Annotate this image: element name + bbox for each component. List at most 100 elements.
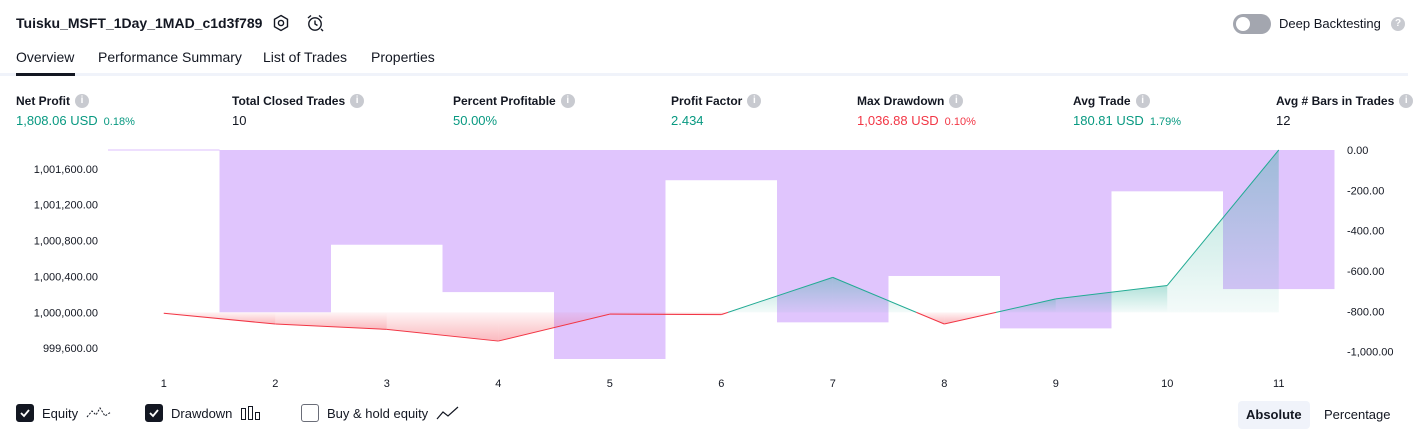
metric-value: 12	[1276, 113, 1291, 128]
metric-percent: 0.18%	[103, 116, 135, 128]
tab-properties[interactable]: Properties	[371, 49, 435, 65]
absolute-mode-button[interactable]: Absolute	[1238, 401, 1310, 429]
drawdown-bar	[442, 150, 554, 293]
tab-list-of-trades[interactable]: List of Trades	[263, 49, 348, 65]
right-axis-tick-label: -800.00	[1347, 306, 1384, 318]
equity-line-segment	[498, 313, 610, 342]
info-icon[interactable]: i	[560, 94, 575, 108]
checkbox-checked[interactable]	[16, 404, 34, 422]
info-icon[interactable]: i	[1399, 94, 1414, 108]
left-axis-tick-label: 1,000,800.00	[34, 236, 98, 248]
x-axis-tick-label: 1	[161, 378, 167, 390]
metric-avg-bars-in-trades: Avg # Bars in Trades i 12	[1276, 94, 1414, 128]
equity-line-segment	[916, 311, 945, 325]
info-icon[interactable]: i	[350, 94, 365, 108]
tab-overview[interactable]: Overview	[16, 49, 75, 65]
x-axis-tick-label: 9	[1053, 378, 1059, 390]
equity-line-segment	[275, 323, 387, 330]
equity-area	[1167, 150, 1279, 313]
equity-chart-svg: 1,001,600.00 1,001,200.00 1,000,800.00 1,00…	[34, 145, 1394, 390]
metric-avg-trade: Avg Trade i 180.81 USD 1.79%	[1073, 94, 1181, 128]
tabs-divider	[0, 73, 1408, 76]
right-axis-tick-label: 0.00	[1347, 145, 1368, 157]
metric-value: 180.81 USD	[1073, 113, 1144, 128]
metric-value: 2.434	[671, 113, 704, 128]
tab-performance-summary[interactable]: Performance Summary	[98, 49, 242, 65]
x-axis-tick-label: 10	[1161, 378, 1173, 390]
metric-value: 50.00%	[453, 113, 498, 128]
info-icon[interactable]: i	[75, 94, 89, 108]
drawdown-bar	[665, 150, 777, 181]
equity-line-segment	[995, 298, 1056, 313]
left-axis-tick-label: 1,001,200.00	[34, 200, 98, 212]
drawdown-bar	[1111, 150, 1223, 192]
metric-label: Avg # Bars in Trades	[1276, 94, 1395, 108]
deep-backtesting-toggle[interactable]	[1233, 14, 1271, 34]
equity-line-segment	[386, 328, 499, 342]
checkbox-unchecked[interactable]	[301, 404, 319, 422]
percentage-mode-button[interactable]: Percentage	[1324, 407, 1391, 422]
legend-label: Drawdown	[171, 405, 233, 421]
drawdown-toggle[interactable]: Drawdown	[145, 404, 262, 422]
x-axis-tick-label: 5	[607, 378, 613, 390]
metric-percent: 0.10%	[944, 116, 976, 128]
alarm-clock-icon[interactable]	[304, 12, 326, 34]
equity-line-segment	[727, 276, 833, 313]
left-axis-tick-label: 999,600.00	[43, 343, 98, 355]
metric-label: Percent Profitable	[453, 94, 556, 108]
right-axis-tick-label: -600.00	[1347, 266, 1384, 278]
legend-label: Equity	[42, 405, 79, 421]
drawdown-bar	[888, 150, 1000, 276]
metric-profit-factor: Profit Factor i 2.434	[671, 94, 762, 128]
metric-percent-profitable: Percent Profitable i 50.00%	[453, 94, 575, 128]
strategy-title: Tuisku_MSFT_1Day_1MAD_c1d3f789	[16, 15, 263, 31]
equity-toggle[interactable]: Equity	[16, 404, 112, 422]
report-header: Tuisku_MSFT_1Day_1MAD_c1d3f789 Deep Back…	[0, 0, 1424, 46]
metric-label: Net Profit	[16, 94, 70, 108]
x-axis-tick-label: 6	[718, 378, 724, 390]
metric-label: Total Closed Trades	[232, 94, 346, 108]
metric-label: Max Drawdown	[857, 94, 945, 108]
equity-line-segment	[944, 311, 997, 325]
drawdown-bar	[219, 150, 331, 313]
x-axis-tick-label: 2	[272, 378, 278, 390]
info-icon[interactable]: i	[949, 94, 964, 108]
left-axis-tick-label: 1,001,600.00	[34, 164, 98, 176]
checkbox-checked[interactable]	[145, 404, 163, 422]
left-axis-tick-label: 1,000,400.00	[34, 271, 98, 283]
metric-max-drawdown: Max Drawdown i 1,036.88 USD 0.10%	[857, 94, 976, 128]
x-axis-tick-label: 8	[941, 378, 947, 390]
x-axis-tick-label: 3	[384, 378, 390, 390]
report-tabs: Overview Performance Summary List of Tra…	[0, 46, 1424, 76]
buy-hold-line-icon	[436, 406, 459, 420]
gear-icon[interactable]	[270, 12, 292, 34]
left-axis-tick-label: 1,000,000.00	[34, 307, 98, 319]
info-icon[interactable]: i	[1135, 94, 1150, 108]
chart-legend: Equity Drawdown Buy & hold equity Absolu…	[0, 398, 1424, 432]
right-axis-tick-label: -1,000.00	[1347, 347, 1393, 359]
equity-line-segment	[721, 311, 729, 316]
metric-value: 1,036.88 USD	[857, 113, 939, 128]
right-axis-tick-label: -200.00	[1347, 185, 1384, 197]
legend-label: Buy & hold equity	[327, 405, 429, 421]
equity-chart[interactable]: 1,001,600.00 1,001,200.00 1,000,800.00 1,00…	[0, 140, 1424, 395]
metric-total-closed-trades: Total Closed Trades i 10	[232, 94, 365, 128]
equity-line-segment	[832, 276, 917, 313]
metric-value: 10	[232, 113, 247, 128]
right-axis-tick-label: -400.00	[1347, 226, 1384, 238]
metric-label: Avg Trade	[1073, 94, 1131, 108]
x-axis-tick-label: 11	[1273, 378, 1284, 390]
active-tab-indicator	[16, 73, 75, 76]
toggle-knob	[1236, 17, 1250, 31]
metric-net-profit: Net Profit i 1,808.06 USD 0.18%	[16, 94, 135, 128]
drawdown-bar	[331, 150, 443, 245]
info-icon[interactable]: i	[747, 94, 762, 108]
help-icon[interactable]: ?	[1391, 17, 1405, 31]
metric-percent: 1.79%	[1149, 116, 1182, 128]
buy-hold-equity-toggle[interactable]: Buy & hold equity	[301, 404, 460, 422]
equity-line-segment	[1166, 149, 1280, 286]
equity-line-segment	[1055, 284, 1168, 300]
metric-value: 1,808.06 USD	[16, 113, 98, 128]
metric-label: Profit Factor	[671, 94, 743, 108]
x-axis-tick-label: 7	[830, 378, 836, 390]
